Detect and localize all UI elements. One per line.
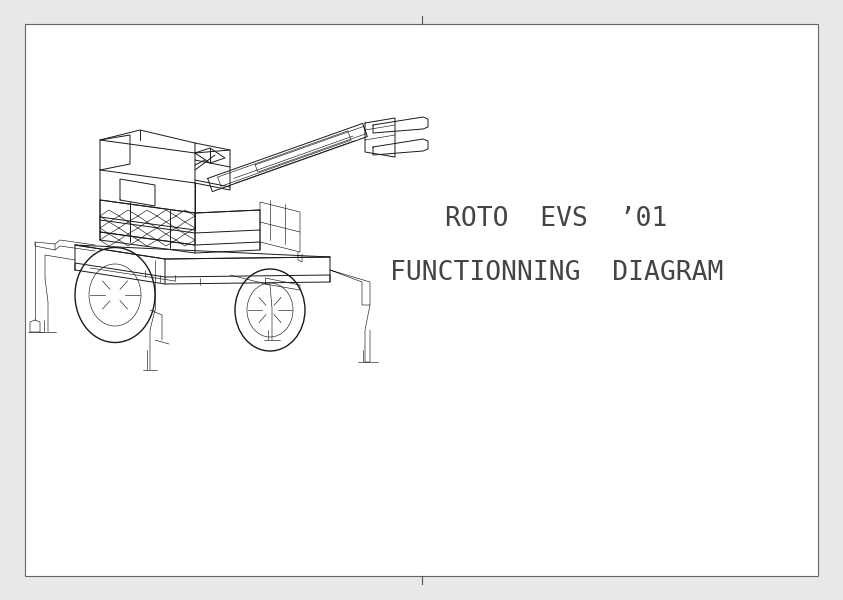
Ellipse shape xyxy=(89,264,141,326)
Text: FUNCTIONNING  DIAGRAM: FUNCTIONNING DIAGRAM xyxy=(389,260,723,286)
Text: ROTO  EVS  ’01: ROTO EVS ’01 xyxy=(445,206,668,232)
Ellipse shape xyxy=(235,269,305,351)
Ellipse shape xyxy=(247,283,293,337)
Ellipse shape xyxy=(75,247,155,343)
